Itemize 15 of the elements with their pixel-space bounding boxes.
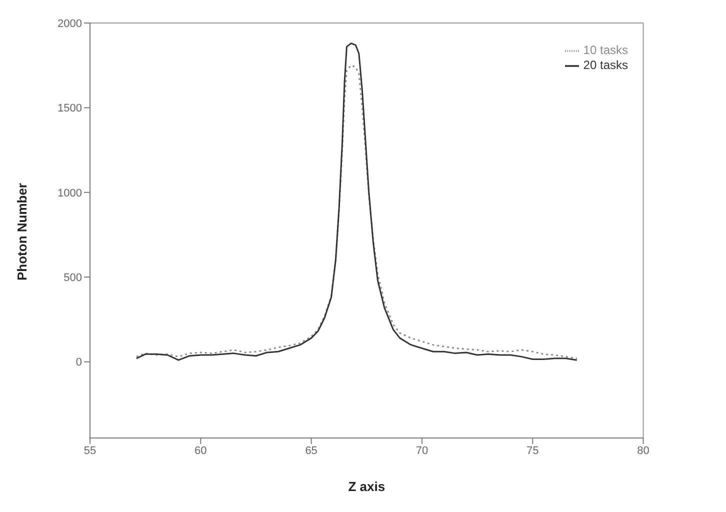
y-tick-label: 0 <box>76 356 82 369</box>
legend-label: 20 tasks <box>583 58 628 72</box>
y-tick-label: 1000 <box>58 187 82 200</box>
x-tick-label: 60 <box>194 444 207 457</box>
y-tick-label: 500 <box>64 272 82 284</box>
y-tick-label: 2000 <box>58 18 82 30</box>
x-axis-title: Z axis <box>348 479 386 494</box>
y-tick-label: 1500 <box>58 102 82 115</box>
x-tick-label: 65 <box>305 444 318 457</box>
x-tick-label: 55 <box>84 444 96 457</box>
x-tick-label: 75 <box>526 444 539 457</box>
x-tick-label: 80 <box>637 444 650 457</box>
x-tick-label: 70 <box>416 444 428 457</box>
legend-label: 10 tasks <box>583 43 628 57</box>
y-axis-title: Photon Number <box>14 183 30 280</box>
